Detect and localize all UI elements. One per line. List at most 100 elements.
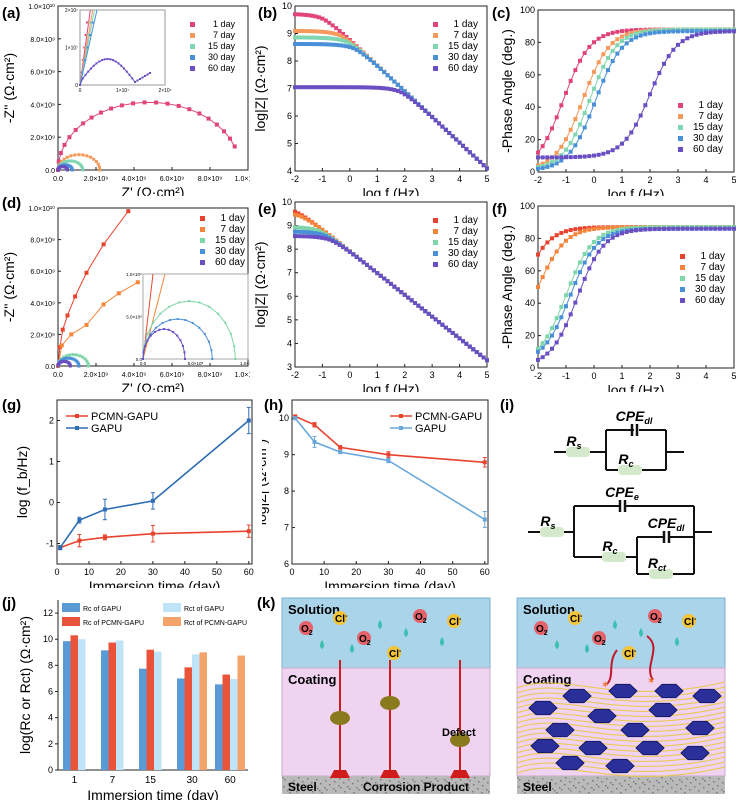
resistor-rs-label: Rs: [566, 433, 581, 451]
x-tick-label: 50: [212, 567, 222, 577]
steel-texture: [602, 790, 604, 792]
data-point: [601, 151, 606, 156]
steel-texture: [612, 784, 614, 786]
y-tick-label: 2.0×10⁹: [30, 332, 55, 339]
steel-texture: [349, 788, 351, 790]
inset-y-tick-label: 5.0×10⁸: [126, 315, 142, 320]
steel-texture: [615, 779, 617, 781]
data-point: [69, 154, 73, 158]
data-point: [89, 34, 91, 36]
cpe-dl-label: CPEdl: [648, 515, 685, 533]
legend-label: 60 day: [448, 259, 478, 270]
legend-marker: [678, 147, 683, 152]
steel-texture: [407, 782, 409, 784]
x-tick-label: 1: [72, 775, 78, 786]
data-point: [666, 54, 671, 59]
y-axis-label: -Phase Angle (deg.): [499, 29, 515, 153]
data-point: [338, 445, 343, 450]
legend-label: 30 day: [695, 284, 725, 295]
data-point: [70, 168, 74, 172]
x-axis-label: Immersion time (day): [87, 787, 218, 800]
data-point: [582, 260, 587, 265]
data-point: [310, 29, 315, 34]
steel-texture: [684, 792, 686, 794]
chart-f: (f) -2 -1 0 1 2 3 4 5 0 20 40 60 80 100 log f (Hz) -Phas…: [492, 201, 737, 392]
data-point: [550, 155, 554, 160]
data-point: [482, 460, 487, 465]
data-point: [86, 361, 90, 365]
water-droplet: [440, 637, 444, 646]
species-label: Cl-: [624, 648, 637, 660]
data-point: [606, 45, 610, 50]
data-point: [624, 35, 629, 40]
chloride-ion: [387, 646, 401, 660]
steel-texture: [455, 782, 457, 784]
data-point: [167, 328, 170, 331]
data-point: [299, 225, 304, 230]
cpe-e-subscript: e: [634, 492, 639, 502]
data-point: [81, 355, 85, 359]
steel-texture: [467, 778, 469, 780]
legend-marker: [200, 227, 205, 232]
data-point: [536, 357, 540, 362]
data-point: [317, 228, 321, 233]
y-tick-label: 6: [48, 687, 53, 697]
x-tick-label: 15: [145, 775, 157, 786]
data-point: [351, 43, 356, 48]
steel-texture: [527, 787, 529, 789]
steel-texture: [536, 788, 538, 790]
x-tick-label: 1.0×10¹⁰: [235, 175, 250, 183]
data-point: [610, 40, 615, 45]
data-point: [610, 48, 615, 53]
data-point: [727, 29, 732, 34]
defect-label: Defect: [442, 727, 476, 739]
data-point: [341, 85, 345, 90]
data-point: [454, 333, 459, 338]
steel-texture: [722, 782, 724, 784]
data-point: [56, 159, 61, 164]
data-point: [718, 29, 722, 34]
panel-label: (f): [492, 201, 507, 218]
data-point: [447, 328, 452, 333]
data-point: [596, 60, 601, 65]
cpe-dl-label: CPEdl: [616, 408, 653, 426]
data-point: [365, 263, 369, 268]
data-point: [79, 163, 83, 167]
x-tick-label: 6.0×10⁹: [160, 372, 185, 379]
steel-texture: [689, 789, 691, 791]
data-point: [80, 165, 84, 169]
steel-texture: [312, 791, 314, 793]
data-point: [296, 85, 301, 90]
data-point: [86, 364, 90, 368]
data-point: [615, 29, 620, 34]
inset-y-tick-label: 0: [75, 83, 78, 89]
data-point: [83, 357, 87, 361]
bar: [63, 641, 71, 770]
chart-a: (a) 0.0 2.0×10⁹ 4.0×10⁹ 6.0×10⁹ 8.0×10⁹ 1.0×10…: [1, 3, 250, 196]
data-point: [554, 325, 559, 330]
data-point: [347, 41, 352, 46]
legend-label: 15 day: [208, 41, 236, 51]
data-point: [85, 359, 89, 363]
x-tick-label: 40: [416, 567, 426, 577]
oxygen-molecule: [357, 631, 371, 645]
data-point: [69, 356, 73, 360]
data-point: [330, 238, 335, 243]
y-tick-label: 4: [287, 338, 292, 348]
legend-marker: [680, 287, 685, 292]
data-point: [306, 218, 311, 223]
steel-texture: [642, 782, 644, 784]
data-point: [676, 29, 680, 34]
chart-j: (j) 0 2 4 6 8 10 12 1 7 15 30 60 Immersion time (day)…: [2, 595, 248, 800]
steel-texture: [628, 784, 630, 786]
data-point: [351, 85, 356, 90]
data-point: [610, 232, 615, 237]
bar: [222, 674, 230, 770]
resistor-rs-subscript: s: [577, 441, 582, 451]
data-point: [652, 28, 657, 33]
y-tick-label: 10: [282, 197, 292, 207]
data-point: [65, 313, 70, 318]
data-point: [578, 135, 582, 140]
data-point: [306, 230, 311, 235]
data-point: [293, 234, 297, 239]
